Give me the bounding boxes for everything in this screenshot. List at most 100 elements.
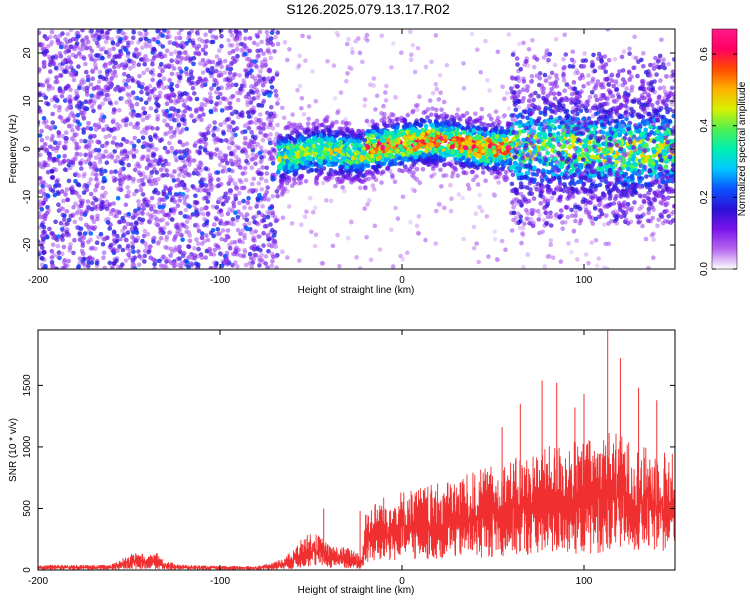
heatmap-cell xyxy=(210,59,216,65)
heatmap-cell xyxy=(186,244,191,249)
heatmap-cell xyxy=(84,45,89,51)
heatmap-cell xyxy=(596,256,601,261)
heatmap-cell xyxy=(371,76,377,81)
heatmap-cell xyxy=(253,120,258,125)
heatmap-cell xyxy=(173,58,179,63)
heatmap-cell xyxy=(414,223,420,229)
heatmap-cell xyxy=(110,40,116,45)
heatmap-cell xyxy=(172,130,177,135)
heatmap-cell xyxy=(266,47,271,52)
heatmap-cell xyxy=(103,65,109,70)
heatmap-cell xyxy=(49,260,55,265)
heatmap-cell xyxy=(128,66,133,71)
heatmap-cell xyxy=(64,44,69,50)
heatmap-cell xyxy=(59,115,64,121)
heatmap-cell xyxy=(270,177,275,182)
heatmap-cell xyxy=(297,83,303,89)
heatmap-cell xyxy=(589,240,595,245)
heatmap-cell xyxy=(334,30,340,36)
heatmap-cell xyxy=(245,226,250,232)
heatmap-cell xyxy=(487,88,492,93)
heatmap-cell xyxy=(73,201,78,206)
heatmap-cell xyxy=(76,208,82,213)
heatmap-cell xyxy=(429,112,434,117)
heatmap-cell xyxy=(275,193,280,199)
heatmap-cell xyxy=(465,182,471,188)
heatmap-cell xyxy=(88,165,94,170)
heatmap-cell xyxy=(228,29,233,34)
heatmap-cell xyxy=(115,195,121,201)
heatmap-cell xyxy=(87,143,92,148)
heatmap-cell xyxy=(565,214,571,220)
heatmap-cell xyxy=(49,248,55,254)
heatmap-cell xyxy=(256,181,262,186)
heatmap-cell xyxy=(81,127,86,132)
heatmap-cell xyxy=(45,101,51,107)
heatmap-cell xyxy=(233,193,238,199)
heatmap-cell xyxy=(362,103,367,108)
heatmap-cell xyxy=(400,257,406,262)
heatmap-cell xyxy=(469,31,475,37)
heatmap-cell xyxy=(251,156,256,162)
heatmap-cell xyxy=(212,106,217,112)
heatmap-cell xyxy=(275,41,281,47)
heatmap-cell xyxy=(202,239,207,244)
heatmap-cell xyxy=(222,77,228,83)
heatmap-cell xyxy=(246,57,252,62)
heatmap-cell xyxy=(163,53,168,58)
heatmap-cell xyxy=(199,107,205,112)
heatmap-cell xyxy=(140,211,145,216)
heatmap-cell xyxy=(249,230,254,235)
heatmap-cell xyxy=(372,223,378,229)
heatmap-cell xyxy=(212,222,217,227)
heatmap-cell xyxy=(416,231,422,236)
heatmap-cell xyxy=(142,253,148,259)
heatmap-cell xyxy=(82,105,87,111)
heatmap-cell xyxy=(175,203,181,208)
heatmap-cell xyxy=(94,40,100,46)
heatmap-cell xyxy=(72,237,77,243)
heatmap-cell xyxy=(161,264,166,269)
heatmap-cell xyxy=(207,181,213,186)
heatmap-cell xyxy=(379,33,384,39)
heatmap-cell xyxy=(265,214,271,220)
heatmap-cell xyxy=(136,249,141,254)
heatmap-cell xyxy=(433,118,439,124)
heatmap-cell xyxy=(110,248,116,254)
heatmap-cell xyxy=(177,90,182,96)
heatmap-cell xyxy=(145,157,150,162)
heatmap-cell xyxy=(182,121,187,127)
heatmap-cell xyxy=(255,196,261,201)
heatmap-cell xyxy=(531,196,537,201)
heatmap-cell xyxy=(125,243,131,249)
heatmap-cell xyxy=(319,261,325,266)
heatmap-cell xyxy=(177,35,183,41)
heatmap-cell xyxy=(203,32,208,37)
heatmap-cell xyxy=(502,113,507,118)
heatmap-cell xyxy=(191,118,197,124)
heatmap-cell xyxy=(125,221,131,227)
heatmap-cell xyxy=(590,79,595,84)
heatmap-cell xyxy=(365,38,370,43)
heatmap-cell xyxy=(210,34,216,39)
heatmap-cell xyxy=(95,180,101,186)
heatmap-cell xyxy=(518,119,523,125)
heatmap-cell xyxy=(202,96,207,102)
heatmap-cell xyxy=(218,122,223,127)
heatmap-cell xyxy=(227,101,232,106)
heatmap-cell xyxy=(82,231,88,236)
heatmap-cell xyxy=(91,219,97,225)
heatmap-cell xyxy=(116,29,121,34)
heatmap-cell xyxy=(561,57,566,62)
heatmap-cell xyxy=(190,255,195,261)
heatmap-cell xyxy=(251,256,256,262)
heatmap-cell xyxy=(241,198,246,204)
heatmap-cell xyxy=(167,230,172,235)
heatmap-cell xyxy=(258,130,263,135)
heatmap-cell xyxy=(651,255,656,260)
heatmap-cell xyxy=(254,204,259,209)
heatmap-cell xyxy=(269,251,275,257)
heatmap-cell xyxy=(184,126,189,132)
heatmap-cell xyxy=(153,108,159,114)
heatmap-cell xyxy=(86,121,91,126)
